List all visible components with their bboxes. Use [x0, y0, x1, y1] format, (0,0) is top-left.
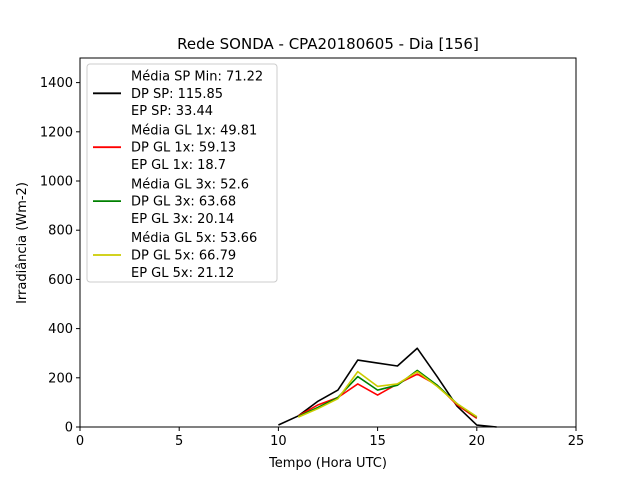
axes-layer: 0 5 10 15 20 25 0 200 400 600 800 1000 1200 1400	[40, 57, 585, 449]
y-tick-label-1: 200	[48, 371, 73, 386]
y-tick-label-2: 400	[48, 322, 73, 337]
plot-frame	[79, 57, 577, 428]
series-layer	[278, 347, 497, 428]
chart-title: Rede SONDA - CPA20180605 - Dia [156]	[177, 35, 479, 53]
legend-entry-1-line-1: DP GL 1x: 59.13	[131, 141, 236, 156]
legend-entry-2-line-2: EP GL 3x: 20.14	[131, 212, 234, 227]
legend-entry-2-line-0: Média GL 3x: 52.6	[131, 177, 249, 192]
legend-entry-3-line-2: EP GL 5x: 21.12	[131, 266, 234, 281]
y-tick-label-0: 0	[65, 421, 73, 436]
legend-box	[86, 63, 278, 283]
legend-entry-0-line-0: Média SP Min: 71.22	[131, 70, 263, 85]
x-tick-label-2: 10	[270, 434, 287, 449]
x-tick-label-0: 0	[76, 434, 84, 449]
x-axis-label: Tempo (Hora UTC)	[268, 456, 387, 471]
legend-entry-3-line-0: Média GL 5x: 53.66	[131, 231, 257, 246]
x-tick-label-4: 20	[469, 434, 486, 449]
series-line-3	[297, 370, 478, 418]
y-tick-label-4: 800	[48, 224, 73, 239]
series-line-0	[278, 347, 497, 428]
x-tick-label-5: 25	[568, 434, 585, 449]
x-tick-label-3: 15	[369, 434, 386, 449]
y-tick-label-6: 1200	[40, 125, 73, 140]
legend-entry-0-line-1: DP SP: 115.85	[131, 87, 223, 102]
legend-entry-2-line-1: DP GL 3x: 63.68	[131, 195, 236, 210]
legend-entry-3-line-1: DP GL 5x: 66.79	[131, 249, 236, 264]
legend: Média SP Min: 71.22 DP SP: 115.85 EP SP: 3…	[86, 63, 278, 283]
legend-entry-1-line-2: EP GL 1x: 18.7	[131, 158, 226, 173]
legend-entry-0-line-2: EP SP: 33.44	[131, 104, 213, 119]
legend-entry-1-line-0: Média GL 1x: 49.81	[131, 123, 257, 138]
y-tick-label-7: 1400	[40, 76, 73, 91]
y-tick-label-3: 600	[48, 273, 73, 288]
y-axis-label: Irradiância (Wm-2)	[15, 182, 30, 304]
y-tick-label-5: 1000	[40, 175, 73, 190]
x-tick-label-1: 5	[175, 434, 183, 449]
